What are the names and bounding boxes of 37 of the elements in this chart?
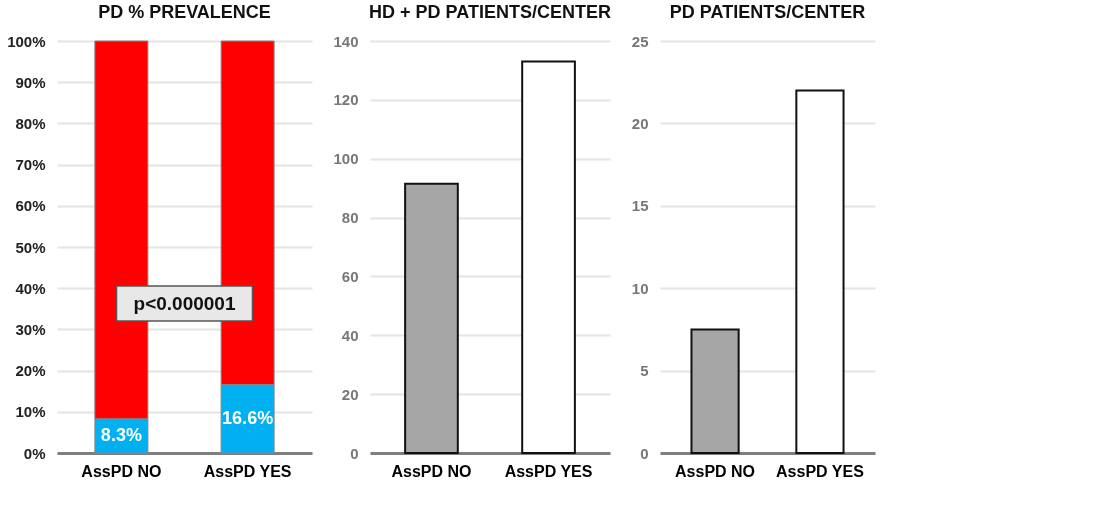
y-tick-label: 100% bbox=[7, 32, 46, 50]
x-tick-label: AssPD NO bbox=[81, 462, 162, 480]
y-tick-label: 80 bbox=[341, 209, 359, 227]
y-tick-label: 20 bbox=[631, 114, 649, 132]
y-tick-label: 20% bbox=[15, 362, 46, 380]
y-tick-label: 0% bbox=[23, 444, 46, 462]
y-tick-label: 15 bbox=[631, 197, 649, 215]
y-tick-label: 20 bbox=[341, 385, 359, 403]
y-tick-label: 80% bbox=[15, 114, 46, 132]
y-tick-label: 70% bbox=[15, 156, 46, 174]
y-tick-label: 25 bbox=[631, 32, 649, 50]
annotation: p<0.000001 bbox=[133, 293, 236, 314]
y-tick-label: 100 bbox=[333, 150, 359, 168]
y-tick-label: 50% bbox=[15, 238, 46, 256]
data-label: 16.6% bbox=[222, 407, 274, 428]
x-tick-label: AssPD NO bbox=[391, 462, 472, 480]
x-tick-label: AssPD YES bbox=[504, 462, 593, 480]
y-tick-label: 30% bbox=[15, 320, 46, 338]
y-tick-label: 0 bbox=[640, 444, 649, 462]
y-tick-label: 60% bbox=[15, 197, 46, 215]
chart-title: PD % PREVALENCE bbox=[98, 2, 271, 22]
chart-title: HD + PD PATIENTS/CENTER bbox=[369, 2, 611, 22]
y-tick-label: 90% bbox=[15, 73, 46, 91]
y-tick-label: 140 bbox=[333, 32, 359, 50]
y-tick-label: 40 bbox=[341, 326, 359, 344]
y-tick-label: 40% bbox=[15, 279, 46, 297]
x-tick-label: AssPD YES bbox=[203, 462, 292, 480]
y-tick-label: 5 bbox=[640, 362, 649, 380]
y-tick-label: 10 bbox=[631, 279, 649, 297]
y-tick-label: 60 bbox=[341, 267, 359, 285]
y-tick-label: 0 bbox=[350, 444, 359, 462]
x-tick-label: AssPD YES bbox=[776, 462, 865, 480]
y-tick-label: 10% bbox=[15, 403, 46, 421]
data-label: 8.3% bbox=[100, 424, 142, 445]
y-tick-label: 120 bbox=[333, 91, 359, 109]
chart-title: PD PATIENTS/CENTER bbox=[669, 2, 866, 22]
x-tick-label: AssPD NO bbox=[675, 462, 756, 480]
